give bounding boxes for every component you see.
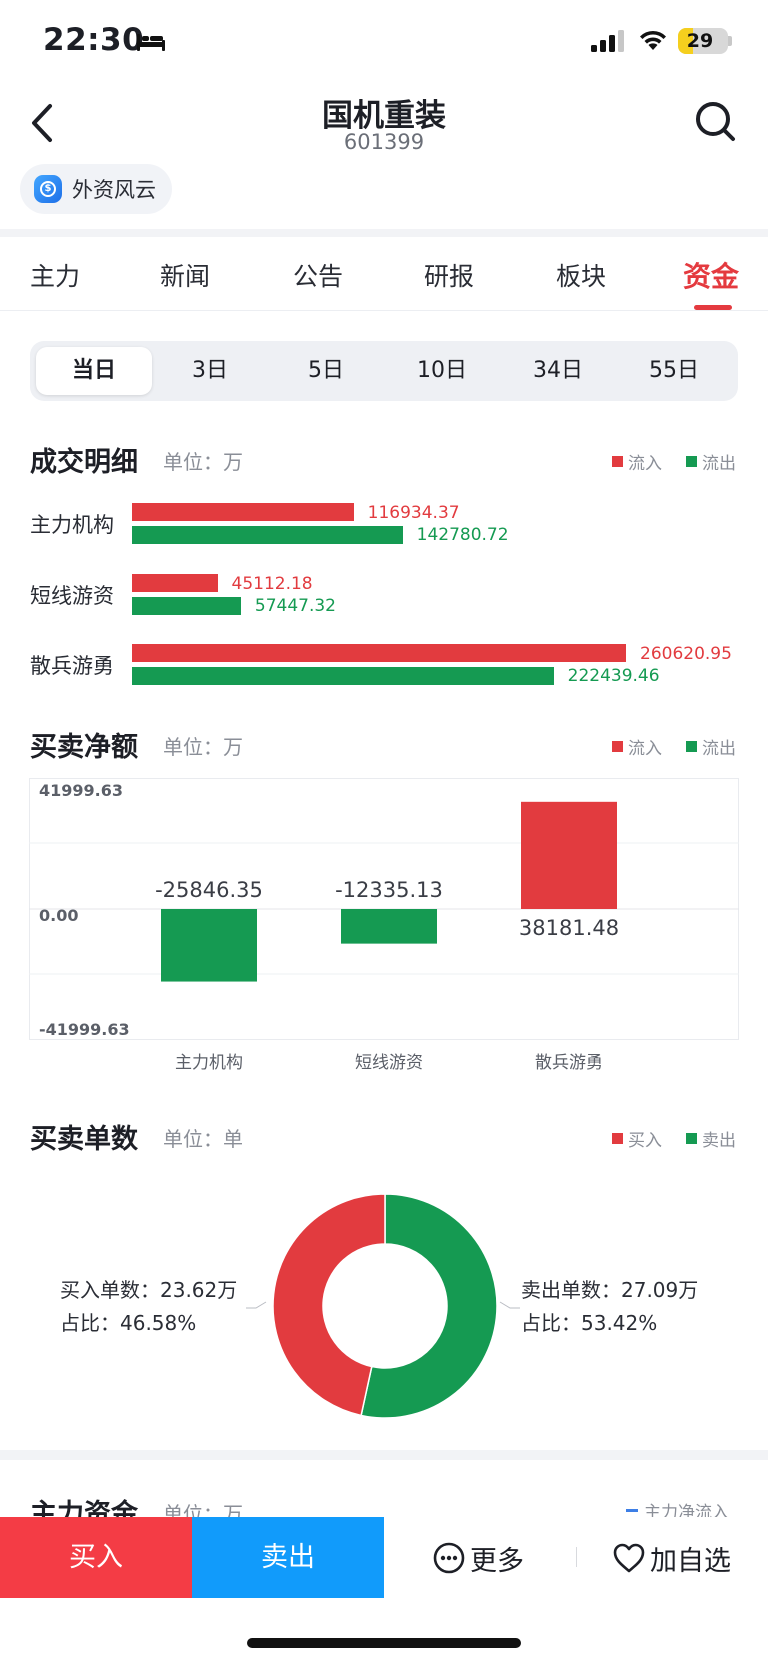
period-selector: 当日 3日 5日 10日 34日 55日 [30,341,738,401]
battery-percent: 29 [686,30,714,52]
home-indicator [247,1638,521,1648]
tab-main-force[interactable]: 主力 [30,262,81,291]
heart-icon [613,1543,645,1573]
net-bar [521,801,617,909]
deal-outflow-value: 142780.72 [416,525,509,545]
tag-label: 外资风云 [72,178,156,202]
deal-legend-in: 流入 [612,449,662,474]
deal-inflow-value: 45112.18 [231,574,313,594]
more-button[interactable]: 更多 [432,1536,524,1580]
deal-legend-out: 流出 [686,449,736,474]
bar-divider [576,1547,577,1567]
net-amount-chart: 41999.63 0.00 -41999.63 -25846.35 -12335.… [29,778,739,1040]
donut-leader-lines [246,1301,520,1309]
battery-level-fill [678,28,693,54]
tab-announcements[interactable]: 公告 [293,262,344,291]
bottom-action-bar: 买入 卖出 更多 加自选 [0,1517,768,1598]
order-count-donut [272,1193,498,1419]
cellular-signal-icon [591,30,624,52]
tab-funds[interactable]: 资金 [683,260,740,293]
donut-sell-slice [360,1193,498,1419]
battery-tip [728,36,732,46]
deal-outflow-value: 222439.46 [567,666,660,686]
y-tick-zero: 0.00 [39,906,78,925]
status-bar: 22:30 29 [0,0,768,84]
y-tick-max: 41999.63 [39,781,123,800]
tab-sector[interactable]: 板块 [556,262,607,291]
net-x-label: 散兵游勇 [535,1053,603,1073]
donut-buy-slice [272,1193,386,1417]
buy-button[interactable]: 买入 [0,1517,192,1598]
net-bar-value: -25846.35 [155,878,263,902]
sell-button[interactable]: 卖出 [192,1517,384,1598]
deal-detail-unit: 单位：万 [163,450,243,474]
deal-row-label: 主力机构 [30,513,114,537]
battery-indicator: 29 [678,28,728,54]
tab-news[interactable]: 新闻 [160,262,211,291]
sleep-focus-icon [137,34,165,51]
active-tab-indicator [694,305,732,310]
net-bar-value: 38181.48 [519,916,619,940]
favorite-label: 加自选 [650,1545,731,1577]
sell-count-label: 卖出单数：27.09万 [521,1278,699,1302]
tab-research[interactable]: 研报 [424,262,475,291]
period-today[interactable]: 当日 [36,347,152,395]
deal-inflow-bar [132,574,218,592]
coin-icon: $ [34,175,62,203]
net-bar [161,909,257,982]
deal-row-label: 散兵游勇 [30,654,114,678]
section-separator [0,229,768,237]
order-legend-sell: 卖出 [686,1126,736,1151]
deal-detail-title: 成交明细 [30,447,138,478]
section-separator [0,1450,768,1460]
legend-out-label: 流出 [702,454,736,474]
net-legend-in: 流入 [612,734,662,759]
net-amount-title: 买卖净额 [30,732,138,763]
period-3d[interactable]: 3日 [192,358,228,383]
order-legend-buy: 买入 [612,1126,662,1151]
buy-ratio-label: 占比：46.58% [60,1311,197,1335]
stock-name: 国机重装 [322,98,446,134]
net-bar [341,909,437,944]
more-icon [433,1542,465,1574]
deal-inflow-value: 116934.37 [367,503,460,523]
status-time: 22:30 [43,22,145,58]
deal-inflow-bar [132,503,354,521]
back-arrow-icon[interactable] [26,100,60,146]
search-icon[interactable] [694,100,736,142]
net-legend-out: 流出 [686,734,736,759]
tab-bar: 主力 新闻 公告 研报 板块 资金 [0,237,768,311]
deal-outflow-bar [132,667,554,685]
net-bar-value: -12335.13 [335,878,443,902]
period-55d[interactable]: 55日 [649,358,699,383]
period-34d[interactable]: 34日 [533,358,583,383]
net-x-label: 短线游资 [355,1053,423,1073]
y-tick-min: -41999.63 [39,1020,130,1039]
deal-inflow-value: 260620.95 [640,644,732,664]
order-count-title: 买卖单数 [30,1124,138,1155]
net-x-label: 主力机构 [175,1053,243,1073]
buy-count-label: 买入单数：23.62万 [60,1278,238,1302]
deal-outflow-value: 57447.32 [254,596,336,616]
sell-ratio-label: 占比：53.42% [521,1311,658,1335]
period-5d[interactable]: 5日 [308,358,344,383]
period-10d[interactable]: 10日 [417,358,467,383]
deal-outflow-bar [132,597,241,615]
legend-buy-label: 买入 [628,1131,662,1151]
deal-row-label: 短线游资 [30,584,114,608]
deal-outflow-bar [132,526,403,544]
deal-inflow-bar [132,644,626,662]
add-favorite-button[interactable]: 加自选 [612,1536,731,1580]
order-count-unit: 单位：单 [163,1127,243,1151]
foreign-capital-tag[interactable]: $ 外资风云 [20,164,172,214]
stock-code: 601399 [343,130,425,154]
net-amount-unit: 单位：万 [163,735,243,759]
more-label: 更多 [470,1545,524,1577]
legend-in-label: 流入 [628,739,662,759]
legend-sell-label: 卖出 [702,1131,736,1151]
wifi-icon [640,30,666,50]
legend-in-label: 流入 [628,454,662,474]
legend-out-label: 流出 [702,739,736,759]
